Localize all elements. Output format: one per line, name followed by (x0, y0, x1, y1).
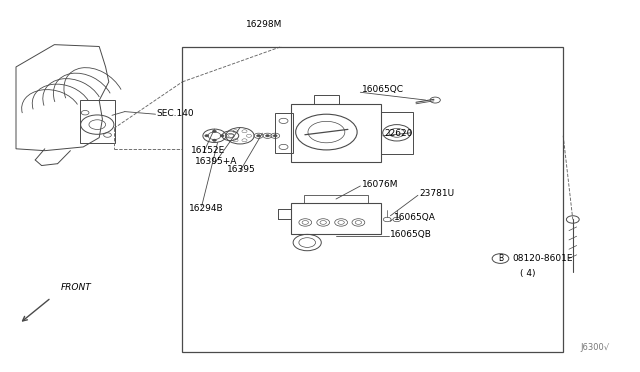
Text: FRONT: FRONT (61, 283, 92, 292)
Bar (275, 113, 293, 153)
Bar (291, 203, 381, 234)
Text: 23781U: 23781U (419, 189, 454, 198)
Circle shape (212, 130, 216, 132)
Bar (381, 112, 413, 154)
Text: 16076M: 16076M (362, 180, 398, 189)
Text: J6300√: J6300√ (580, 343, 610, 352)
Text: ( 4): ( 4) (520, 269, 536, 278)
Bar (304, 195, 368, 203)
Bar (182, 46, 563, 352)
Text: B: B (498, 254, 503, 263)
Text: 22620: 22620 (384, 129, 412, 138)
Circle shape (266, 135, 269, 137)
Bar (80, 100, 115, 143)
Circle shape (257, 135, 260, 137)
Text: 08120-8601E: 08120-8601E (512, 254, 573, 263)
Text: 16294B: 16294B (189, 204, 223, 213)
Text: SEC.140: SEC.140 (157, 109, 195, 118)
Text: 16298M: 16298M (246, 20, 283, 29)
Text: 16395: 16395 (227, 165, 256, 174)
Text: 16065QA: 16065QA (394, 213, 435, 222)
Text: 16065QC: 16065QC (362, 85, 404, 94)
Circle shape (212, 139, 216, 141)
Text: 16152E: 16152E (191, 146, 225, 155)
Circle shape (220, 135, 224, 137)
Circle shape (205, 135, 209, 137)
Circle shape (273, 135, 277, 137)
Bar (291, 104, 381, 162)
Text: 16065QB: 16065QB (390, 230, 432, 239)
Text: 16395+A: 16395+A (195, 157, 237, 166)
Bar (314, 95, 339, 104)
